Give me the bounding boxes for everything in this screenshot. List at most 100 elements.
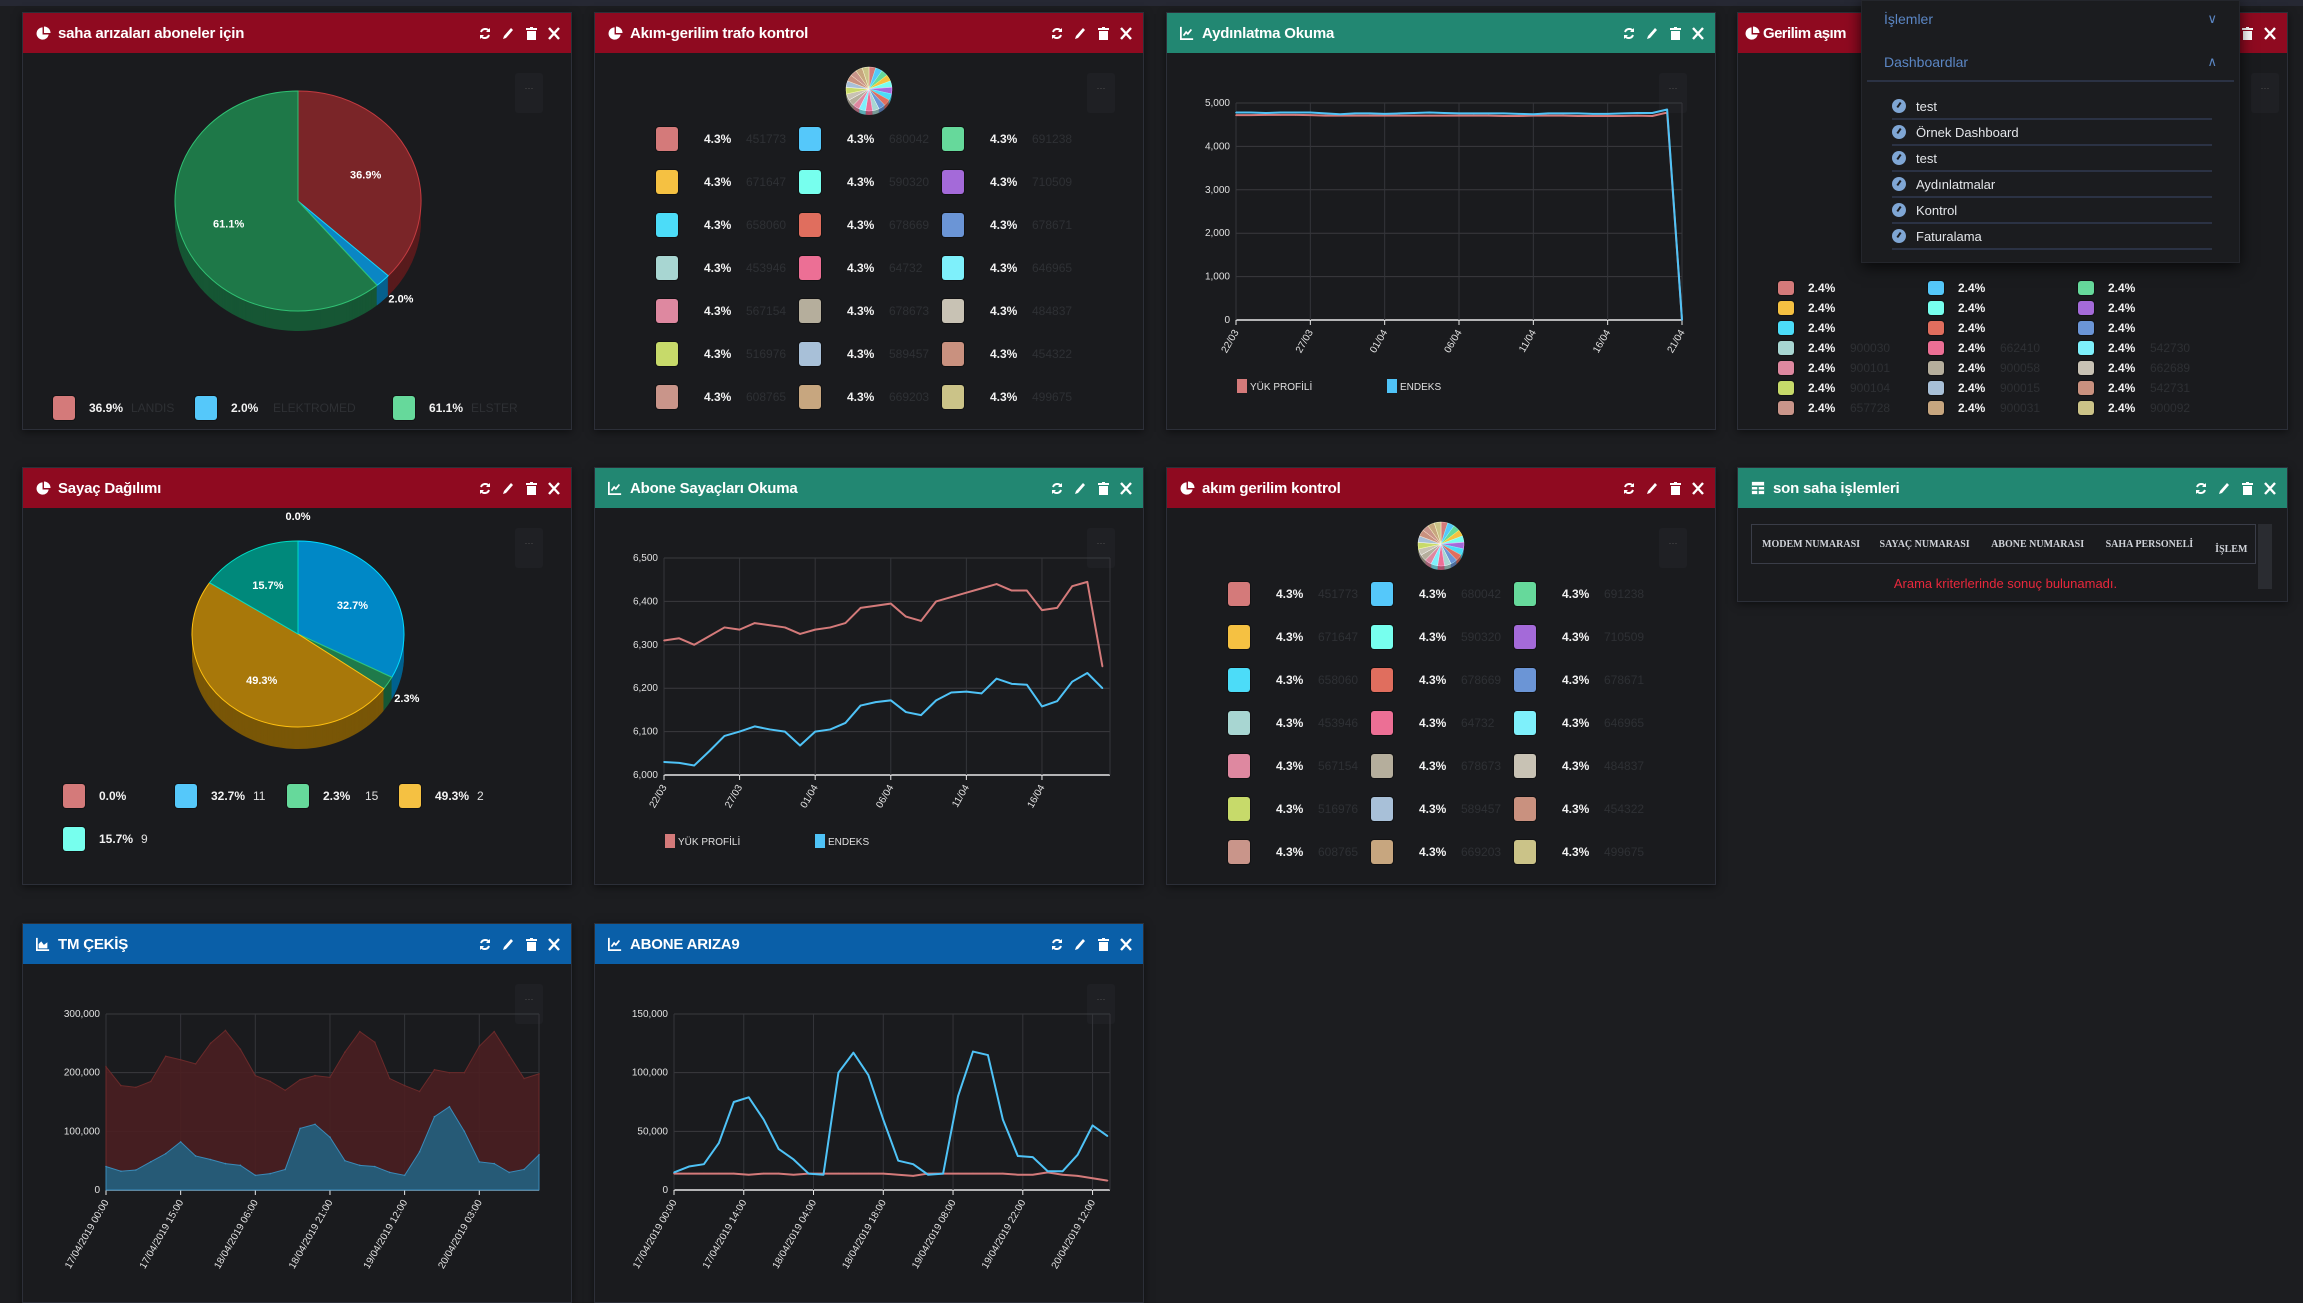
legend-item[interactable]: 4.3% 608765 <box>1228 840 1358 864</box>
refresh-button[interactable] <box>1050 936 1064 952</box>
legend-item[interactable]: 2.4% <box>2078 281 2150 295</box>
legend-item[interactable]: 61.1% ELSTER <box>393 396 518 420</box>
legend-item[interactable]: 4.3% 454322 <box>1514 797 1644 821</box>
legend-label[interactable]: ENDEKS <box>828 837 869 848</box>
legend-item[interactable]: 2.4% 900092 <box>2078 401 2190 415</box>
legend-item[interactable]: 4.3% 658060 <box>1228 668 1358 692</box>
legend-item[interactable]: 4.3% 710509 <box>1514 625 1644 649</box>
fullscreen-button[interactable] <box>1691 25 1705 41</box>
refresh-button[interactable] <box>478 936 492 952</box>
legend-item[interactable]: 4.3% 516976 <box>656 342 786 366</box>
legend-item[interactable]: 4.3% 658060 <box>656 213 786 237</box>
refresh-button[interactable] <box>478 25 492 41</box>
legend-item[interactable]: 2.0% ELEKTROMED <box>195 396 356 420</box>
legend-item[interactable]: 4.3% 678671 <box>942 213 1072 237</box>
delete-button[interactable] <box>524 936 538 952</box>
dashboard-item-faturalama[interactable]: Faturalama <box>1892 224 2212 250</box>
legend-item[interactable]: 4.3% 691238 <box>1514 582 1644 606</box>
edit-button[interactable] <box>501 480 515 496</box>
delete-button[interactable] <box>1096 480 1110 496</box>
fullscreen-button[interactable] <box>1119 936 1133 952</box>
edit-button[interactable] <box>2217 480 2231 496</box>
legend-item[interactable]: 2.4% <box>1778 321 1850 335</box>
menu-islemler[interactable]: İşlemler ∨ <box>1884 11 2217 27</box>
legend-item[interactable]: 2.4% 662410 <box>1928 341 2040 355</box>
legend-item[interactable]: 4.3% 516976 <box>1228 797 1358 821</box>
legend-item[interactable]: 2.3% 15 <box>287 784 378 808</box>
delete-button[interactable] <box>2240 480 2254 496</box>
legend-item[interactable]: 4.3% 484837 <box>942 299 1072 323</box>
chart-menu-button[interactable]: ··· <box>1659 528 1687 568</box>
pie-slice[interactable] <box>174 90 378 312</box>
dashboard-item-test[interactable]: test <box>1892 94 2212 120</box>
fullscreen-button[interactable] <box>2263 25 2277 41</box>
legend-item[interactable]: 2.4% 657728 <box>1778 401 1890 415</box>
delete-button[interactable] <box>524 480 538 496</box>
legend-item[interactable]: 4.3% 499675 <box>942 385 1072 409</box>
legend-item[interactable]: 4.3% 608765 <box>656 385 786 409</box>
legend-item[interactable]: 4.3% 646965 <box>1514 711 1644 735</box>
dashboard-item-test-2[interactable]: test <box>1892 146 2212 172</box>
legend-item[interactable]: 4.3% 453946 <box>656 256 786 280</box>
legend-item[interactable]: 4.3% 567154 <box>1228 754 1358 778</box>
fullscreen-button[interactable] <box>547 480 561 496</box>
pie-slice[interactable] <box>208 540 299 635</box>
dashboard-item-aydinlatmalar[interactable]: Aydınlatmalar <box>1892 172 2212 198</box>
legend-item[interactable]: 4.3% 646965 <box>942 256 1072 280</box>
pie-slice[interactable] <box>191 582 385 728</box>
column-header[interactable]: İŞLEM <box>2215 544 2248 555</box>
legend-item[interactable]: 4.3% 691238 <box>942 127 1072 151</box>
delete-button[interactable] <box>1668 25 1682 41</box>
edit-button[interactable] <box>501 936 515 952</box>
legend-item[interactable]: 0.0% <box>63 784 141 808</box>
pie-slice[interactable] <box>297 540 405 678</box>
legend-item[interactable]: 2.4% 900104 <box>1778 381 1890 395</box>
edit-button[interactable] <box>1645 25 1659 41</box>
scrollbar[interactable] <box>2258 524 2272 589</box>
legend-item[interactable]: 2.4% <box>1928 301 2000 315</box>
legend-item[interactable]: 4.3% 680042 <box>799 127 929 151</box>
legend-item[interactable]: 15.7% 9 <box>63 827 148 851</box>
delete-button[interactable] <box>2240 25 2254 41</box>
legend-item[interactable]: 4.3% 499675 <box>1514 840 1644 864</box>
legend-item[interactable]: 49.3% 2 <box>399 784 484 808</box>
menu-dashboardlar[interactable]: Dashboardlar ∧ <box>1884 54 2217 70</box>
legend-item[interactable]: 2.4% 900015 <box>1928 381 2040 395</box>
edit-button[interactable] <box>1645 480 1659 496</box>
column-header[interactable]: MODEM NUMARASI <box>1762 538 1861 550</box>
legend-label[interactable]: YÜK PROFİLİ <box>678 835 740 848</box>
legend-item[interactable]: 4.3% 671647 <box>1228 625 1358 649</box>
edit-button[interactable] <box>1073 25 1087 41</box>
legend-item[interactable]: 4.3% 678673 <box>1371 754 1501 778</box>
pie-slice[interactable] <box>1433 521 1442 545</box>
legend-item[interactable]: 2.4% <box>2078 301 2150 315</box>
legend-item[interactable]: 4.3% 567154 <box>656 299 786 323</box>
chart-menu-button[interactable]: ··· <box>515 73 543 113</box>
legend-item[interactable]: 4.3% 669203 <box>1371 840 1501 864</box>
fullscreen-button[interactable] <box>547 25 561 41</box>
legend-label[interactable]: ENDEKS <box>1400 382 1441 393</box>
delete-button[interactable] <box>1096 25 1110 41</box>
legend-item[interactable]: 4.3% 484837 <box>1514 754 1644 778</box>
refresh-button[interactable] <box>2194 480 2208 496</box>
chart-menu-button[interactable]: ··· <box>1087 528 1115 568</box>
edit-button[interactable] <box>501 25 515 41</box>
refresh-button[interactable] <box>1050 480 1064 496</box>
legend-item[interactable]: 4.3% 678671 <box>1514 668 1644 692</box>
legend-label[interactable]: YÜK PROFİLİ <box>1250 380 1312 393</box>
line-series[interactable] <box>663 672 1104 767</box>
legend-item[interactable]: 4.3% 453946 <box>1228 711 1358 735</box>
legend-item[interactable]: 2.4% <box>1928 281 2000 295</box>
legend-item[interactable]: 4.3% 680042 <box>1371 582 1501 606</box>
legend-item[interactable]: 2.4% 900101 <box>1778 361 1890 375</box>
line-series[interactable] <box>663 580 1104 667</box>
column-header[interactable]: SAHA PERSONELİ <box>2105 538 2194 550</box>
legend-item[interactable]: 4.3% 671647 <box>656 170 786 194</box>
fullscreen-button[interactable] <box>2263 480 2277 496</box>
chart-menu-button[interactable]: ··· <box>1087 73 1115 113</box>
legend-item[interactable]: 4.3% 451773 <box>656 127 786 151</box>
legend-item[interactable]: 2.4% <box>1778 301 1850 315</box>
refresh-button[interactable] <box>478 480 492 496</box>
delete-button[interactable] <box>1096 936 1110 952</box>
line-series[interactable] <box>674 1171 1108 1182</box>
